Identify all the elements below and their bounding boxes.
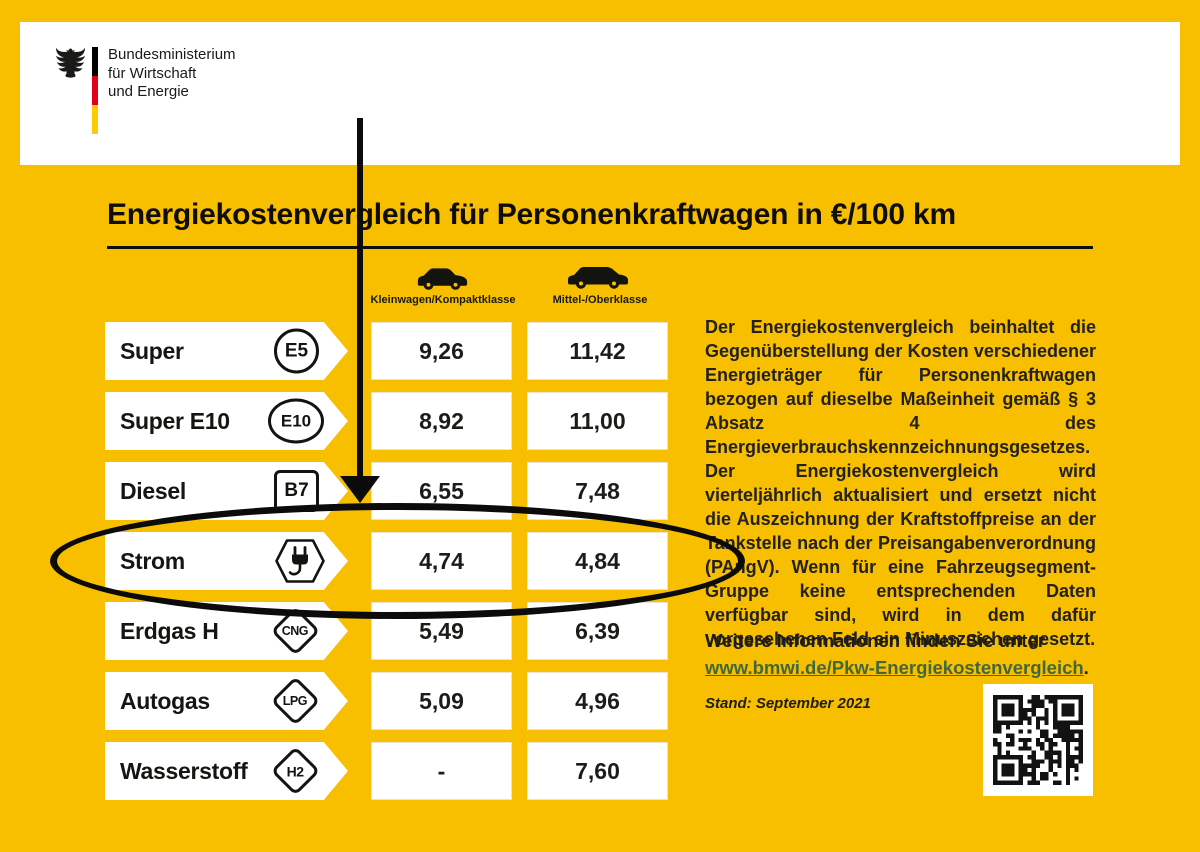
fuel-name: Diesel: [120, 477, 186, 504]
column-label-mittelklasse: Mittel-/Oberklasse: [552, 294, 648, 306]
fuel-name: Wasserstoff: [120, 757, 248, 784]
value-cell: 5,09: [371, 672, 512, 730]
fuel-badge-lpg: LPG: [270, 676, 321, 726]
link-period: .: [1083, 657, 1089, 678]
page-title: Energiekostenvergleich für Personenkraft…: [107, 198, 956, 231]
bmwi-link[interactable]: www.bmwi.de/Pkw-Energiekostenvergleich: [705, 657, 1084, 678]
fuel-label-box-autogas: Autogas LPG: [105, 672, 348, 730]
qr-code-svg: [993, 695, 1083, 785]
down-arrow-head: [340, 476, 380, 503]
value-cell: 7,60: [527, 742, 668, 800]
value-cell: 11,42: [527, 322, 668, 380]
value-cell: 4,96: [527, 672, 668, 730]
value-cell: -: [371, 742, 512, 800]
title-underline: [107, 246, 1093, 249]
link-line: www.bmwi.de/Pkw-Energiekostenvergleich.: [705, 657, 1089, 679]
fuel-name: Autogas: [120, 687, 210, 714]
table-row-super-e10: Super E10 E10 8,92 11,00: [0, 392, 1200, 450]
value-cell: 8,92: [371, 392, 512, 450]
value-cell: 9,26: [371, 322, 512, 380]
qr-code: [983, 684, 1093, 796]
column-label-kleinwagen: Kleinwagen/Kompaktklasse: [370, 294, 516, 306]
fuel-badge-e5: E5: [274, 328, 319, 374]
more-info-label: Weitere Informationen finden Sie unter: [705, 630, 1045, 651]
fuel-label-box-wasserstoff: Wasserstoff H2: [105, 742, 348, 800]
table-row-autogas: Autogas LPG 5,09 4,96: [0, 672, 1200, 730]
down-arrow-line: [357, 118, 363, 478]
ministry-line-3: und Energie: [108, 83, 189, 100]
ministry-name: Bundesministerium für Wirtschaft und Ene…: [108, 46, 236, 102]
info-paragraph: Der Energiekostenvergleich beinhaltet di…: [705, 317, 1096, 649]
federal-eagle-icon: [56, 47, 85, 78]
table-row-wasserstoff: Wasserstoff H2 - 7,60: [0, 742, 1200, 800]
fuel-badge-e10: E10: [268, 398, 324, 444]
value-cell: 11,00: [527, 392, 668, 450]
fuel-name: Super E10: [120, 407, 230, 434]
small-car-icon: [417, 268, 468, 290]
highlight-ellipse-strom: [50, 503, 745, 619]
stand-date: Stand: September 2021: [705, 695, 871, 712]
fuel-badge-h2: H2: [270, 746, 321, 796]
header-band: Bundesministerium für Wirtschaft und Ene…: [20, 22, 1180, 165]
fuel-label-box-super-e10: Super E10 E10: [105, 392, 348, 450]
fuel-name: Erdgas H: [120, 617, 219, 644]
ministry-line-2: für Wirtschaft: [108, 64, 197, 82]
fuel-name: Super: [120, 337, 184, 364]
large-car-icon: [568, 267, 628, 289]
table-row-super: Super E5 9,26 11,42: [0, 322, 1200, 380]
flag-stripe: [92, 47, 98, 134]
fuel-label-box-super: Super E5: [105, 322, 348, 380]
ministry-line-1: Bundesministerium: [108, 46, 236, 63]
